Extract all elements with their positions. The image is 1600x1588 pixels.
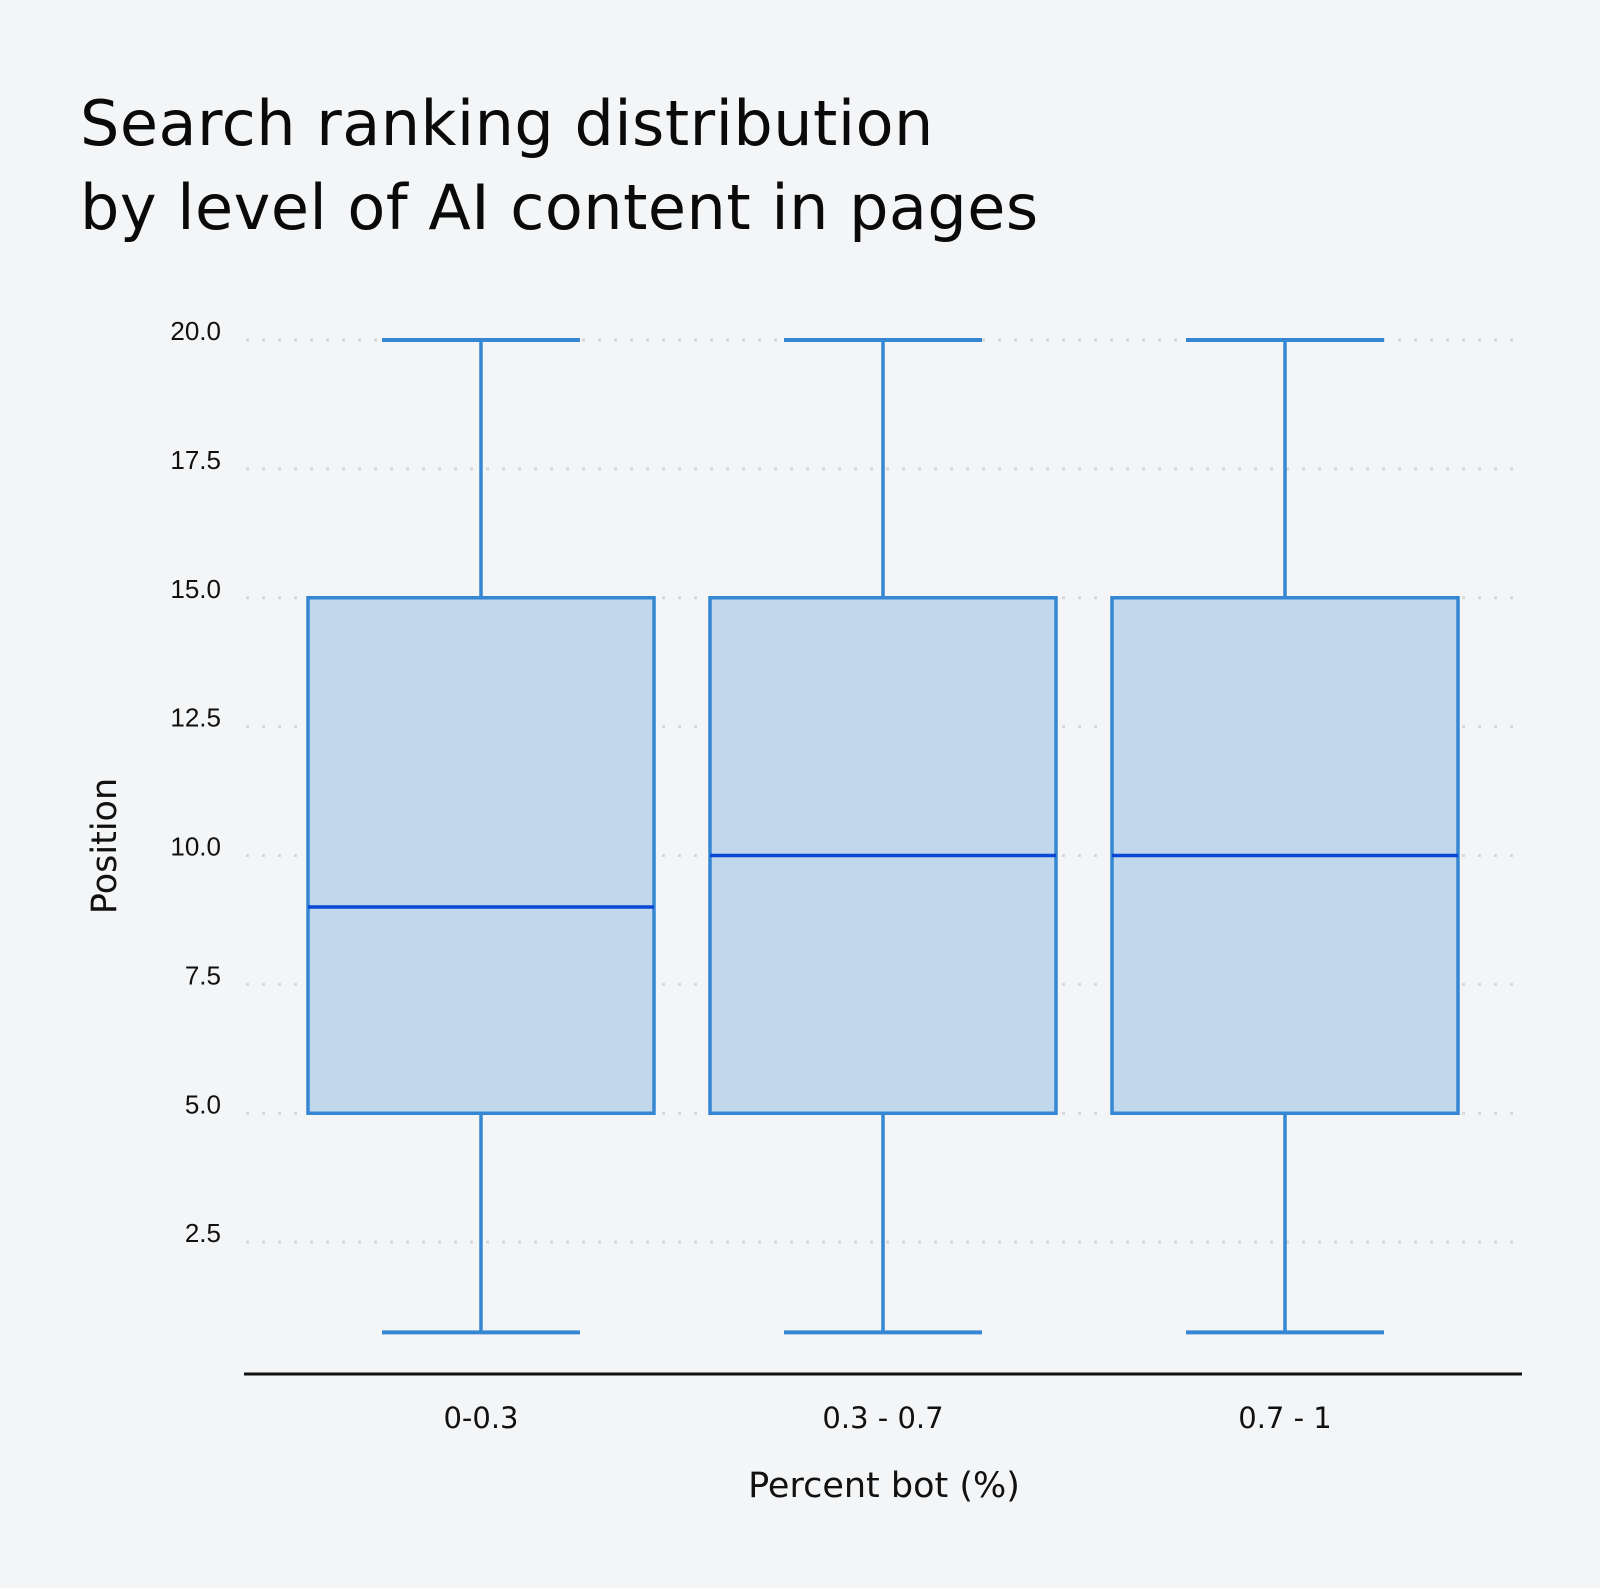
- y-tick-label: 7.5: [185, 960, 221, 990]
- x-category-label: 0-0.3: [443, 1401, 518, 1435]
- iqr-box: [306, 596, 656, 1115]
- box-1: [306, 338, 656, 1335]
- chart-title-line-2: by level of AI content in pages: [80, 171, 1039, 244]
- y-tick-label: 5.0: [185, 1089, 221, 1119]
- x-axis-categories: 0-0.3 0.3 - 0.7 0.7 - 1: [443, 1401, 1331, 1435]
- y-tick-label: 15.0: [170, 574, 221, 604]
- y-tick-label: 2.5: [185, 1218, 221, 1248]
- y-tick-label: 12.5: [170, 703, 221, 733]
- chart-title: Search ranking distribution by level of …: [80, 82, 1039, 250]
- x-axis-title: Percent bot (%): [748, 1466, 1020, 1506]
- y-axis-ticks: 2.5 5.0 7.5 10.0 12.5 15.0 17.5 20.0: [170, 316, 221, 1248]
- box-2: [708, 338, 1058, 1335]
- boxes: [306, 338, 1460, 1335]
- chart-title-line-1: Search ranking distribution: [80, 87, 934, 160]
- y-axis-title: Position: [85, 778, 125, 914]
- x-category-label: 0.3 - 0.7: [822, 1401, 943, 1435]
- x-category-label: 0.7 - 1: [1238, 1401, 1331, 1435]
- box-3: [1110, 338, 1460, 1335]
- y-tick-label: 20.0: [170, 316, 221, 346]
- y-tick-label: 17.5: [170, 445, 221, 475]
- y-tick-label: 10.0: [170, 832, 221, 862]
